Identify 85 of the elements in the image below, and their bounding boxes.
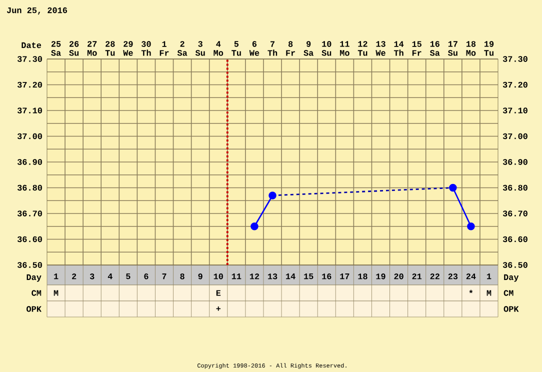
x2-tick-label: 16 Sa: [430, 41, 440, 56]
x-tick-label: 20: [394, 273, 404, 280]
y-tick-label: CM: [32, 290, 42, 296]
point: [467, 222, 475, 230]
y-tick-label: 36.60: [17, 236, 42, 242]
x2-tick-label: 8 Fr: [286, 41, 296, 56]
x-tick-label: 24: [466, 273, 476, 280]
x2-tick-label: 6 We: [249, 41, 260, 56]
x-tick-label: 16: [322, 273, 332, 280]
x-tick-label: 1: [54, 273, 58, 280]
x2-tick-label: 28 Tu: [105, 41, 115, 56]
x2-tick-label: 30 Th: [141, 41, 151, 56]
y2-tick-label: 36.70: [502, 210, 528, 216]
x-tick-label: 21: [412, 273, 422, 280]
x-tick-label: 19: [376, 273, 386, 280]
x-tick-label: 14: [286, 273, 296, 280]
y2-tick-label: 37.30: [502, 56, 528, 62]
x-axis-title: Day: [26, 274, 42, 282]
x2-tick-label: 14 Th: [394, 41, 404, 56]
x-tick-label: 2: [72, 273, 76, 280]
x-tick-label: 1: [487, 273, 492, 280]
x2-tick-label: 25 Sa: [51, 41, 61, 56]
y2-tick-label: 36.90: [502, 159, 528, 165]
x2-tick-label: 11 Mo: [340, 41, 350, 56]
x-tick-label: 17: [340, 273, 350, 280]
y2-tick-label: 36.80: [502, 184, 528, 191]
x-tick-label: 8: [180, 273, 184, 280]
text: E: [216, 290, 221, 296]
x2-tick-label: 18 Mo: [466, 41, 476, 56]
text: M: [54, 290, 58, 296]
point: [449, 184, 457, 192]
x-tick-label: 6: [144, 273, 148, 280]
y2-tick-label: CM: [504, 290, 514, 296]
x2-tick-label: 26 Su: [69, 41, 79, 56]
y2-tick-label: 37.00: [502, 133, 528, 140]
x2-tick-label: 2 Sa: [177, 41, 188, 56]
x2-tick-label: 27 Mo: [87, 41, 97, 56]
y-tick-label: 37.20: [17, 82, 42, 88]
x2-tick-label: 10 Su: [322, 41, 332, 56]
x2-tick-label: 9 Sa: [304, 41, 314, 56]
x-tick-label: 13: [268, 273, 278, 280]
text: Day: [504, 274, 519, 282]
x-tick-label: 3: [90, 273, 94, 280]
y-tick-label: OPK: [26, 306, 42, 312]
x2-axis-title: Date: [22, 42, 42, 48]
y-tick-label: 36.70: [17, 210, 42, 216]
y2-tick-label: 36.60: [502, 236, 528, 242]
x-tick-label: 4: [108, 273, 112, 280]
x2-tick-label: 13 We: [376, 41, 386, 56]
x2-tick-label: 5 Tu: [232, 41, 241, 56]
x-tick-label: 5: [126, 273, 130, 280]
y-tick-label: 37.30: [17, 56, 42, 62]
x-tick-label: 10: [214, 273, 223, 280]
x2-tick-label: 15 Fr: [412, 41, 422, 56]
y-tick-label: 37.00: [17, 133, 42, 140]
x2-tick-label: 4 Mo: [214, 41, 224, 56]
x-tick-label: 12: [250, 273, 260, 280]
x-tick-label: 22: [430, 273, 440, 280]
y2-tick-label: 36.50: [502, 262, 528, 268]
x2-tick-label: 17 Su: [448, 41, 458, 56]
text: +: [216, 306, 221, 311]
text: *: [469, 290, 473, 294]
x-tick-label: 15: [304, 273, 314, 280]
x2-tick-label: 1 Fr: [160, 41, 169, 56]
y2-tick-label: 37.10: [502, 108, 528, 114]
x2-tick-label: 3 Su: [195, 41, 205, 56]
point: [250, 222, 258, 230]
y2-tick-label: 37.20: [502, 82, 528, 88]
x-tick-label: 11: [232, 273, 242, 280]
y-tick-label: 37.10: [17, 108, 42, 114]
y2-tick-label: OPK: [504, 306, 519, 312]
x-tick-label: 23: [448, 273, 458, 280]
x2-tick-label: 12 Tu: [358, 41, 368, 56]
point: [268, 192, 276, 200]
x-tick-label: 7: [162, 273, 166, 280]
y-tick-label: 36.90: [17, 159, 42, 165]
x-tick-label: 9: [198, 273, 202, 280]
y-tick-label: 36.80: [17, 184, 42, 191]
chart-title: Jun 25, 2016: [6, 7, 68, 15]
x-tick-label: 18: [358, 273, 368, 280]
y-tick-label: 36.50: [17, 262, 42, 268]
x2-tick-label: 29 We: [123, 41, 133, 56]
x2-tick-label: 7 Th: [268, 41, 278, 56]
text: M: [486, 290, 492, 296]
x2-tick-label: 19 Tu: [484, 41, 494, 56]
